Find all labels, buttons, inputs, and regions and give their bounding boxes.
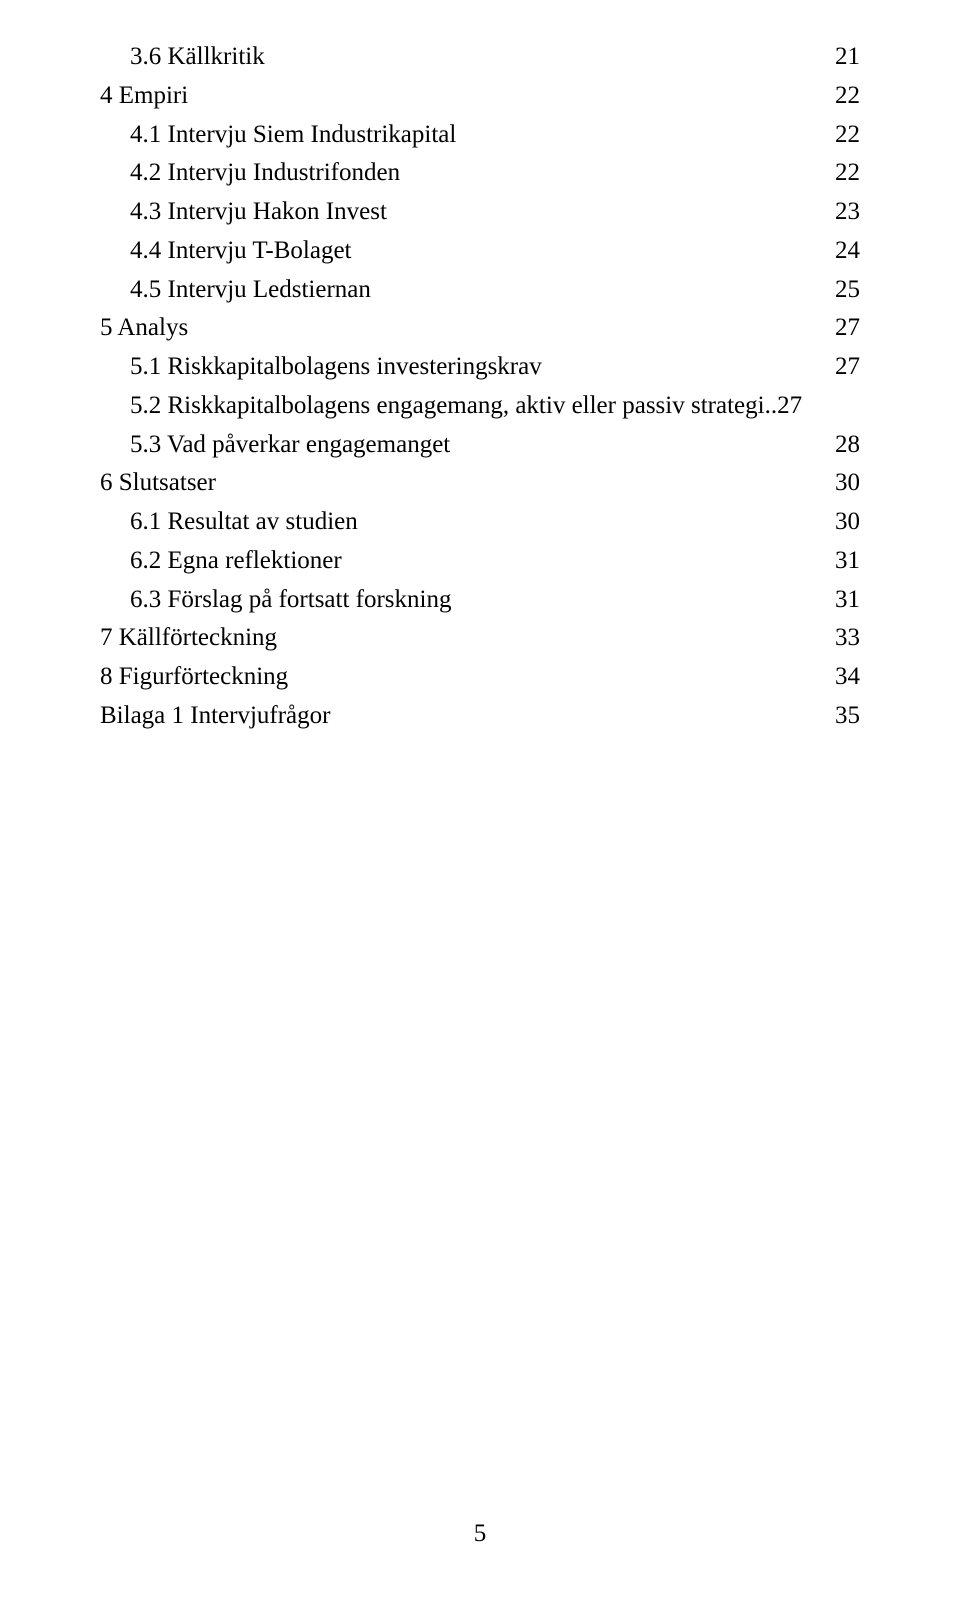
table-of-contents: 3.6 Källkritik 214 Empiri 224.1 Intervju… — [100, 38, 860, 736]
toc-pagenum: 22 — [835, 116, 860, 155]
toc-pagenum: 31 — [835, 542, 860, 581]
toc-entry: 6.1 Resultat av studien 30 — [100, 503, 860, 542]
toc-label: 5.2 Riskkapitalbolagens engagemang, akti… — [130, 387, 765, 426]
toc-entry: 4 Empiri 22 — [100, 77, 860, 116]
toc-pagenum: 35 — [835, 697, 860, 736]
page: 3.6 Källkritik 214 Empiri 224.1 Intervju… — [0, 0, 960, 1618]
toc-label: 6.1 Resultat av studien — [130, 503, 358, 542]
toc-pagenum: 22 — [835, 77, 860, 116]
toc-entry: 3.6 Källkritik 21 — [100, 38, 860, 77]
toc-entry: 6 Slutsatser 30 — [100, 464, 860, 503]
toc-label: 3.6 Källkritik — [130, 38, 265, 77]
toc-label: 4.4 Intervju T-Bolaget — [130, 232, 352, 271]
toc-label: 5.1 Riskkapitalbolagens investeringskrav — [130, 348, 542, 387]
toc-pagenum: 21 — [835, 38, 860, 77]
toc-label: 4.1 Intervju Siem Industrikapital — [130, 116, 456, 155]
toc-pagenum: 34 — [835, 658, 860, 697]
toc-pagenum: 27 — [777, 387, 802, 426]
toc-pagenum: 33 — [835, 619, 860, 658]
toc-pagenum: 24 — [835, 232, 860, 271]
toc-pagenum: 30 — [835, 503, 860, 542]
toc-label: 4.3 Intervju Hakon Invest — [130, 193, 387, 232]
toc-pagenum: 30 — [835, 464, 860, 503]
toc-label: 4.5 Intervju Ledstiernan — [130, 271, 371, 310]
toc-entry: 6.3 Förslag på fortsatt forskning 31 — [100, 581, 860, 620]
toc-label: 6.3 Förslag på fortsatt forskning — [130, 581, 451, 620]
toc-entry: 4.1 Intervju Siem Industrikapital 22 — [100, 116, 860, 155]
toc-label: 6.2 Egna reflektioner — [130, 542, 342, 581]
toc-pagenum: 27 — [835, 348, 860, 387]
toc-pagenum: 28 — [835, 426, 860, 465]
toc-entry: 4.3 Intervju Hakon Invest 23 — [100, 193, 860, 232]
toc-label: 6 Slutsatser — [100, 464, 216, 503]
toc-pagenum: 31 — [835, 581, 860, 620]
toc-entry: 8 Figurförteckning 34 — [100, 658, 860, 697]
toc-pagenum: 27 — [835, 309, 860, 348]
toc-entry: 4.5 Intervju Ledstiernan 25 — [100, 271, 860, 310]
toc-entry: 5.1 Riskkapitalbolagens investeringskrav… — [100, 348, 860, 387]
toc-pagenum: 25 — [835, 271, 860, 310]
toc-entry: 5.2 Riskkapitalbolagens engagemang, akti… — [100, 387, 860, 426]
toc-label: 4.2 Intervju Industrifonden — [130, 154, 400, 193]
toc-label: 7 Källförteckning — [100, 619, 277, 658]
toc-entry: 4.2 Intervju Industrifonden 22 — [100, 154, 860, 193]
toc-entry: 5.3 Vad påverkar engagemanget 28 — [100, 426, 860, 465]
toc-entry: 7 Källförteckning 33 — [100, 619, 860, 658]
toc-entry: Bilaga 1 Intervjufrågor 35 — [100, 697, 860, 736]
toc-entry: 6.2 Egna reflektioner 31 — [100, 542, 860, 581]
toc-label: 8 Figurförteckning — [100, 658, 288, 697]
toc-label: Bilaga 1 Intervjufrågor — [100, 697, 330, 736]
toc-label: 5.3 Vad påverkar engagemanget — [130, 426, 450, 465]
toc-separator-short: .. — [765, 387, 778, 426]
toc-pagenum: 22 — [835, 154, 860, 193]
page-number: 5 — [0, 1520, 960, 1548]
toc-label: 5 Analys — [100, 309, 188, 348]
toc-pagenum: 23 — [835, 193, 860, 232]
toc-entry: 4.4 Intervju T-Bolaget 24 — [100, 232, 860, 271]
toc-label: 4 Empiri — [100, 77, 188, 116]
toc-entry: 5 Analys 27 — [100, 309, 860, 348]
